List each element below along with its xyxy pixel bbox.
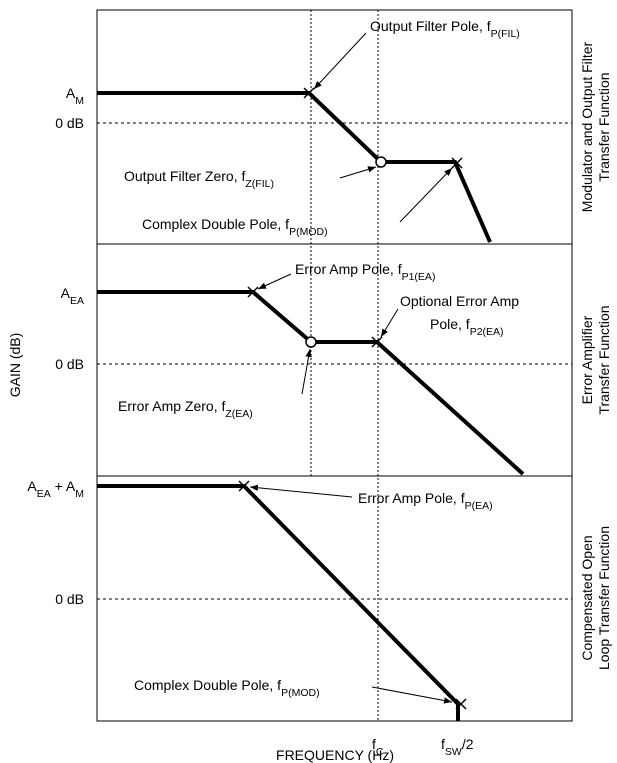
gain-label: AM [66,85,84,107]
panel-title: Compensated Open [579,535,595,660]
zero-db-label: 0 dB [55,115,84,131]
arrow [399,167,453,223]
annotation: Output Filter Zero, fZ(FIL) [124,168,274,190]
x-tick-label: fSW/2 [441,736,474,758]
panel-title: Transfer Function [596,305,612,414]
annotation: Optional Error Amp [400,293,519,309]
arrow [339,166,377,179]
panel-title: Modulator and Output Filter [579,41,595,212]
zero-marker [375,156,387,168]
annotation: Complex Double Pole, fP(MOD) [134,677,320,699]
annotation: Complex Double Pole, fP(MOD) [142,216,328,238]
y-axis-label: GAIN (dB) [7,333,23,398]
zero-db-label: 0 dB [55,591,84,607]
arrow [380,308,399,338]
arrow [301,348,312,395]
x-tick-label: fC [372,736,384,758]
pole-marker [247,286,259,298]
gain-curve [97,484,460,721]
zero-db-label: 0 dB [55,356,84,372]
gain-label: AEA [61,285,84,307]
arrow [313,32,367,90]
pole-marker [238,480,250,492]
annotation: Error Amp Pole, fP1(EA) [295,261,435,283]
panel-title: Loop Transfer Function [596,526,612,670]
annotation: Output Filter Pole, fP(FIL) [370,18,520,40]
x-axis-label: FREQUENCY (Hz) [276,747,394,763]
gain-label: AEA + AM [27,478,84,500]
pole-marker [371,336,383,348]
pole-marker [451,157,463,169]
pole-marker [455,698,467,710]
arrow [249,484,353,498]
annotation: Pole, fP2(EA) [430,316,504,338]
panel-title: Transfer Function [596,72,612,181]
annotation: Error Amp Zero, fZ(EA) [118,398,253,420]
plot-frame [96,9,573,722]
arrow [371,686,453,704]
panel-title: Error Amplifier [579,315,595,404]
pole-marker [303,87,315,99]
zero-marker [305,336,317,348]
annotation: Error Amp Pole, fP(EA) [358,490,493,512]
arrow [257,273,292,290]
